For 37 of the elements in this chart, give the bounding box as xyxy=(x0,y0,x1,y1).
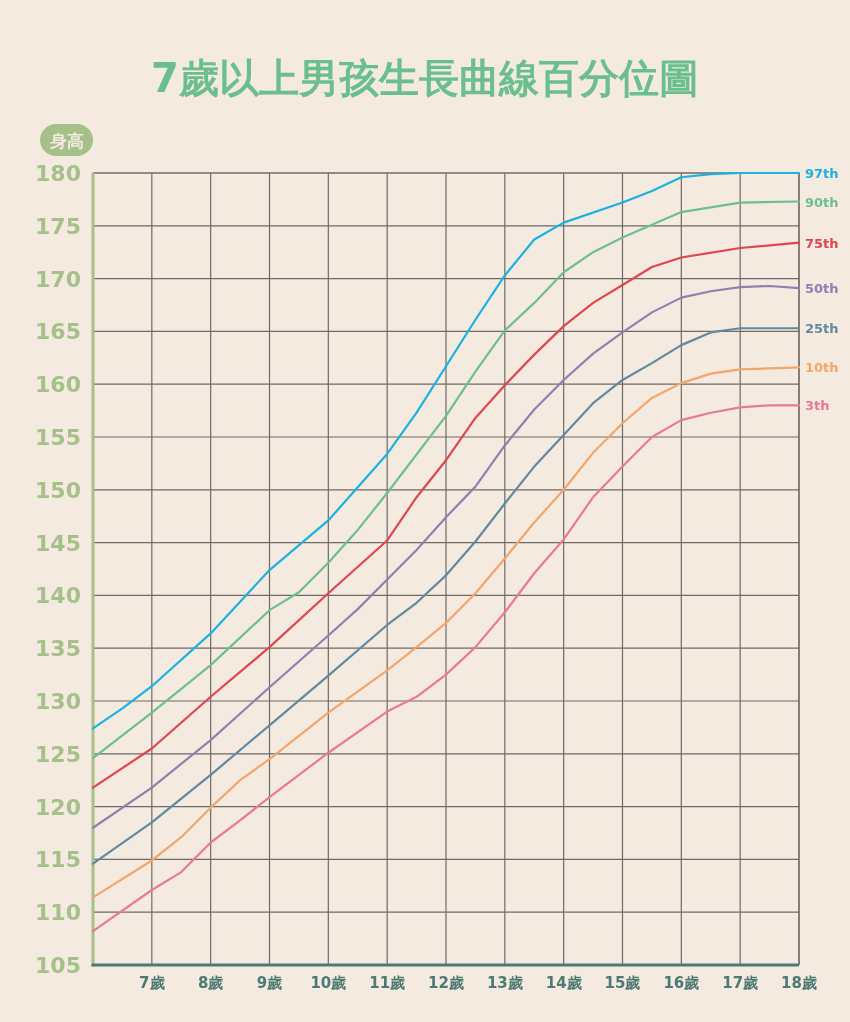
series-label: 75th xyxy=(805,235,839,251)
y-tick-label: 150 xyxy=(35,477,81,503)
x-tick-label: 16歲 xyxy=(663,974,700,992)
x-tick-label: 9歲 xyxy=(256,974,283,992)
series-label: 3th xyxy=(805,398,830,414)
y-tick-label: 180 xyxy=(35,161,81,186)
series-label: 90th xyxy=(805,194,839,210)
x-tick-label: 7歲 xyxy=(139,974,165,992)
chart-title: 7歲以上男孩生長曲線百分位圖 xyxy=(151,55,699,101)
y-tick-label: 165 xyxy=(35,319,81,345)
x-tick-label: 17歲 xyxy=(722,974,759,992)
x-tick-label: 8歲 xyxy=(197,974,224,992)
y-tick-label: 105 xyxy=(35,953,81,978)
y-tick-label: 130 xyxy=(35,689,81,714)
x-tick-label: 18歲 xyxy=(781,974,817,992)
x-tick-label: 12歲 xyxy=(428,974,464,992)
series-label: 25th xyxy=(805,321,839,337)
y-tick-label: 155 xyxy=(35,425,81,450)
x-tick-label: 10歲 xyxy=(310,974,347,992)
y-tick-label: 120 xyxy=(35,794,81,820)
y-tick-label: 170 xyxy=(35,266,81,292)
series-label: 97th xyxy=(805,166,839,181)
y-tick-label: 175 xyxy=(35,213,81,239)
y-tick-label: 135 xyxy=(35,636,81,662)
x-tick-label: 14歲 xyxy=(545,974,582,992)
y-tick-label: 125 xyxy=(35,741,81,767)
series-label: 10th xyxy=(805,360,839,376)
y-tick-label: 145 xyxy=(35,530,81,556)
y-axis-title: 身高 xyxy=(48,131,84,151)
y-tick-label: 115 xyxy=(35,847,81,873)
x-tick-label: 15歲 xyxy=(604,974,641,992)
series-label: 50th xyxy=(805,281,839,297)
x-tick-label: 13歲 xyxy=(486,974,523,992)
y-tick-label: 140 xyxy=(35,583,81,609)
y-tick-label: 160 xyxy=(35,372,81,398)
x-tick-label: 11歲 xyxy=(369,974,406,992)
y-tick-label: 110 xyxy=(35,900,81,926)
